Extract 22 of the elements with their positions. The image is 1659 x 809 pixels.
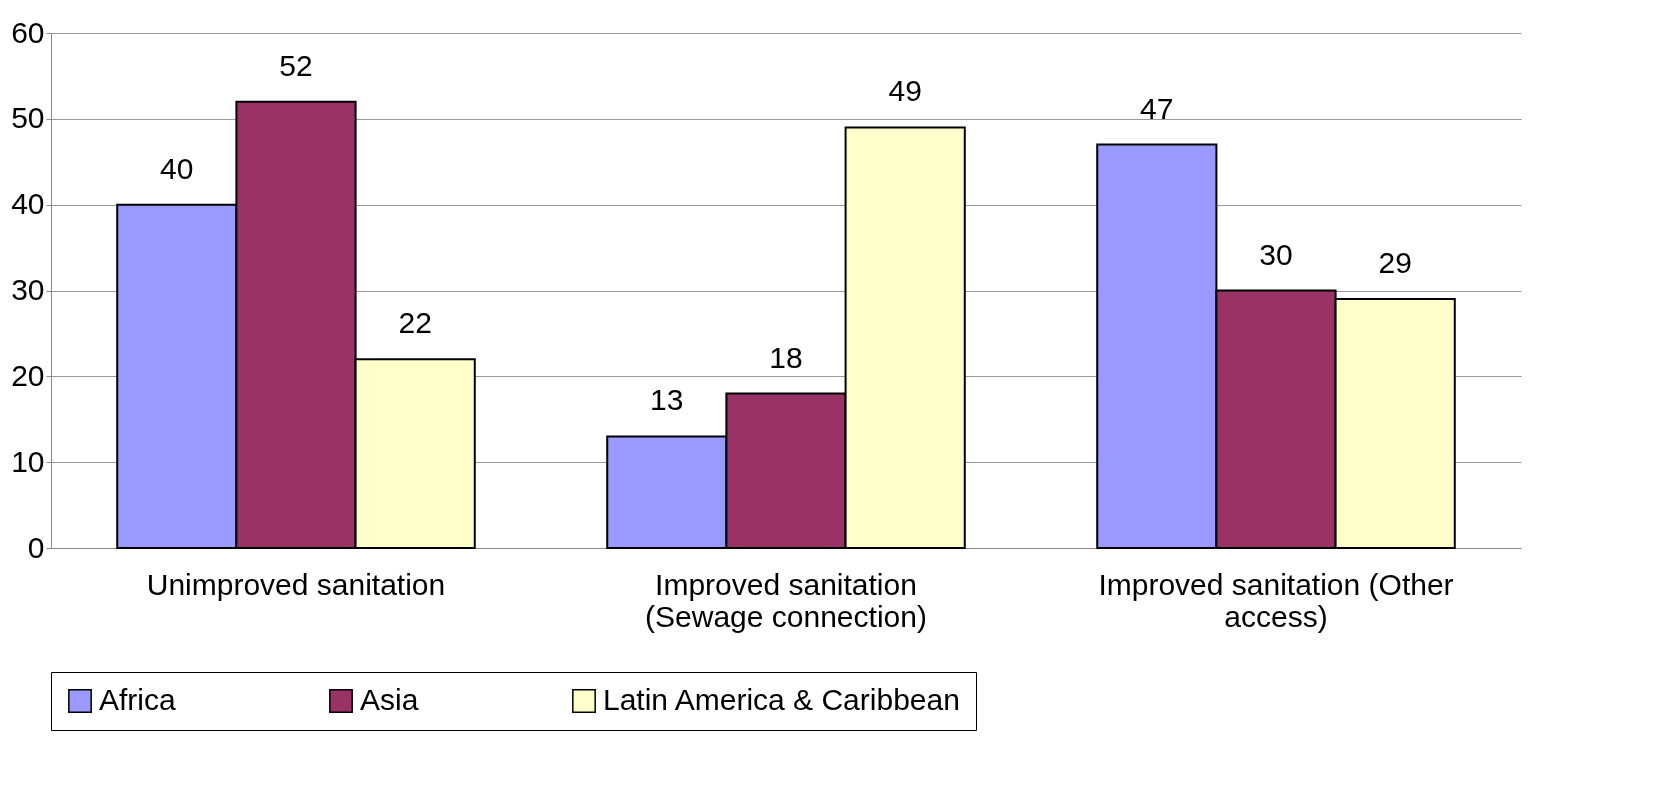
x-tick-label: Improved sanitation (Other access) (1098, 567, 1454, 633)
data-label: 22 (398, 306, 432, 340)
data-label: 47 (1140, 91, 1174, 125)
data-label: 29 (1378, 246, 1412, 280)
legend-label: Africa (99, 683, 176, 716)
data-label: 52 (279, 48, 313, 82)
y-tick-label: 0 (27, 530, 45, 564)
data-label: 18 (769, 340, 803, 374)
y-tick-label: 60 (11, 15, 45, 49)
y-tick-label: 30 (11, 273, 45, 306)
x-tick-label: Unimproved sanitation (146, 567, 446, 601)
data-label: 13 (650, 383, 684, 417)
legend-label: Asia (360, 683, 419, 716)
data-label: 49 (888, 74, 922, 108)
y-tick-label: 50 (11, 101, 45, 135)
y-tick-label: 40 (11, 187, 45, 221)
y-tick-label: 20 (11, 358, 45, 392)
legend-label: Latin America & Caribbean (603, 683, 960, 716)
y-tick-label: 10 (11, 444, 45, 478)
data-label: 40 (160, 151, 194, 185)
data-label: 30 (1259, 237, 1293, 271)
x-tick-label: Improved sanitation (Sewage connection) (645, 567, 927, 633)
